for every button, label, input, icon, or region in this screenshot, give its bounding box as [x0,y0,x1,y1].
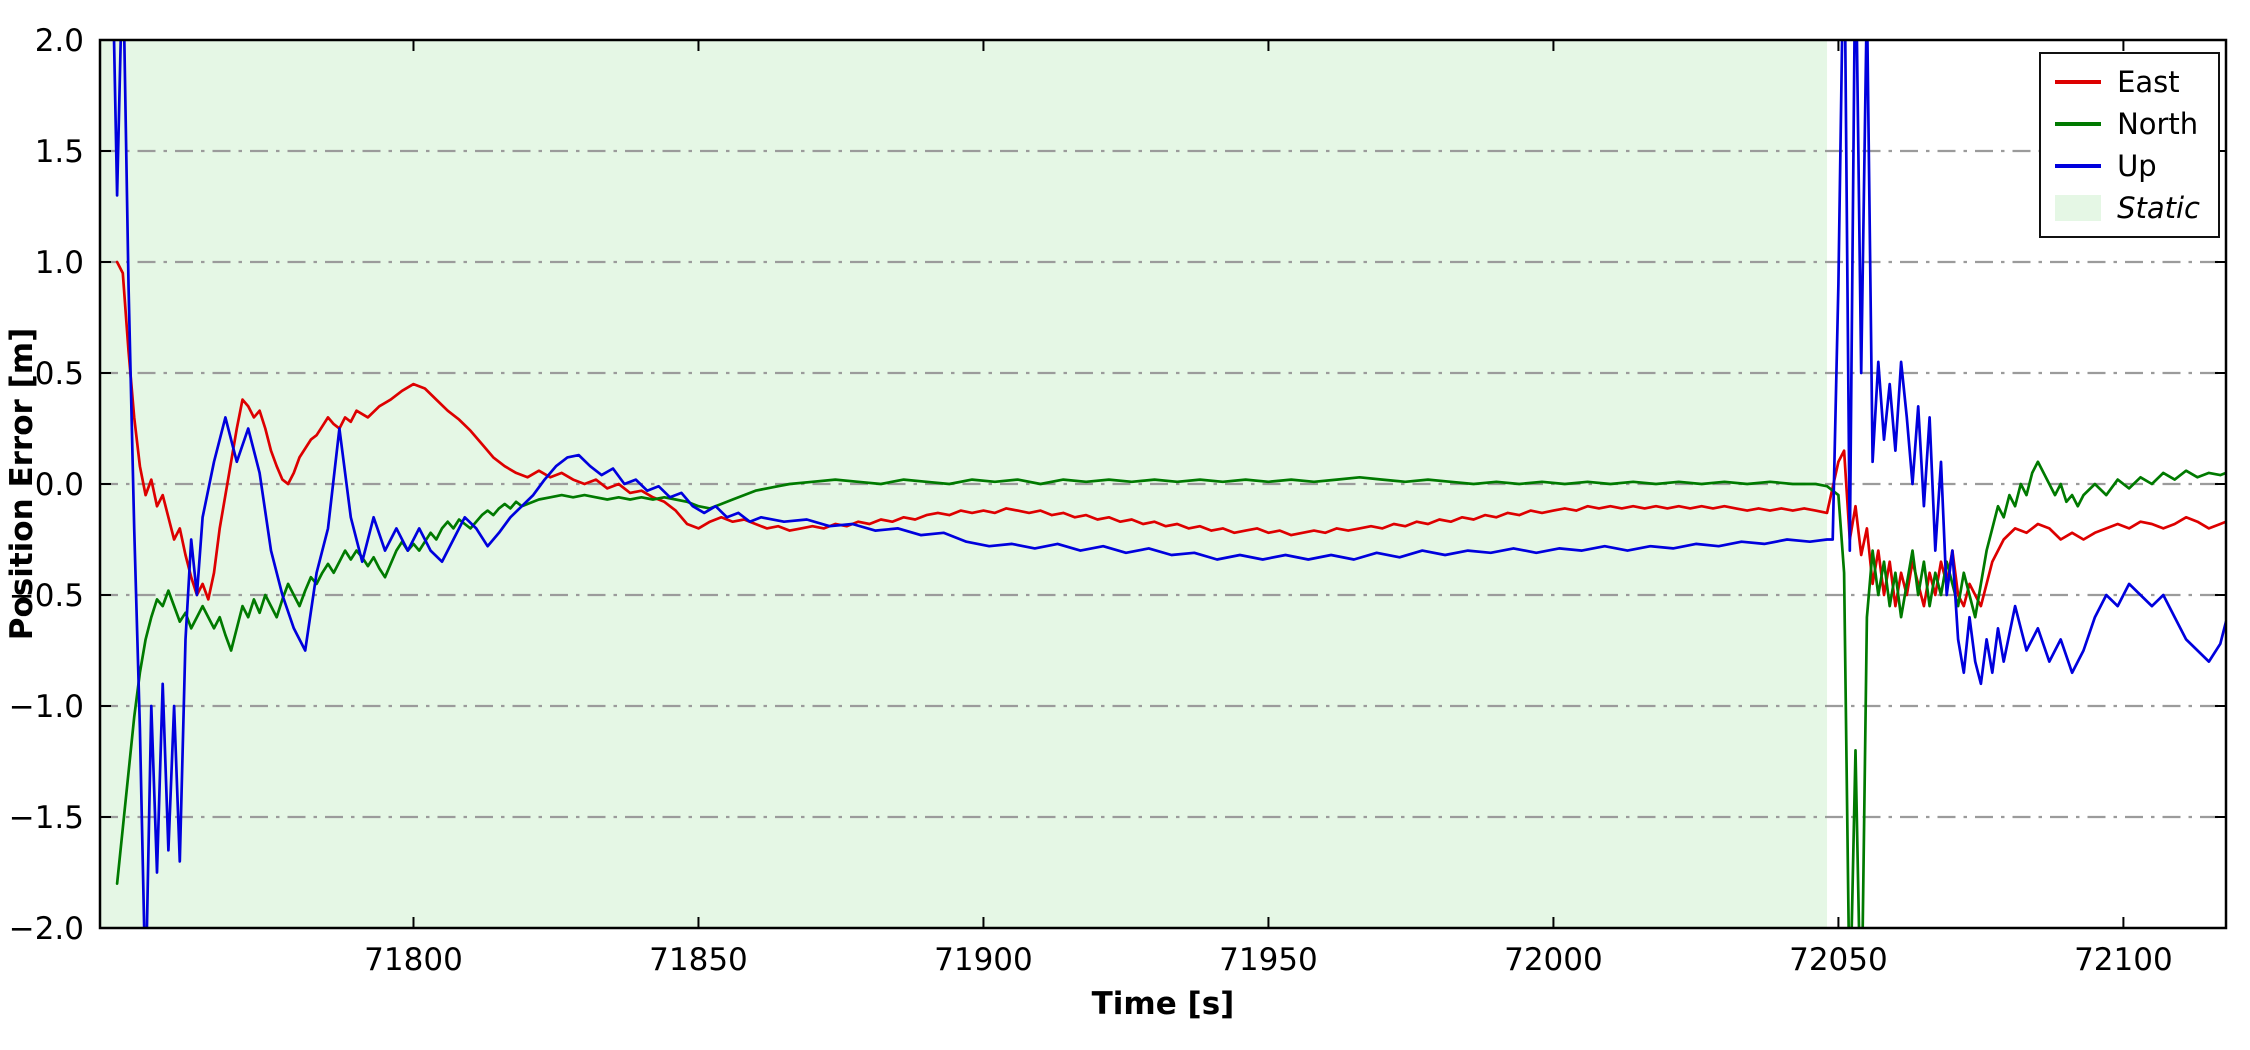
y-tick-label: −0.5 [9,578,84,614]
x-tick-label: 72000 [1504,942,1603,978]
x-tick-label: 72100 [2074,942,2173,978]
series-layer [112,40,2226,928]
up-line-swatch [2055,164,2102,168]
y-tick-label: 0.0 [35,467,84,503]
north-line-swatch [2055,122,2102,126]
series-up-line [112,40,2226,928]
y-tick-label: −2.0 [9,911,84,947]
legend: East North Up Static [2039,52,2220,238]
y-tick-label: −1.0 [9,689,84,725]
y-axis-label: Position Error [m] [4,328,40,640]
legend-entry-static: Static [2055,190,2200,226]
x-axis-label: Time [s] [1092,986,1235,1022]
x-tick-label: 71800 [364,942,463,978]
y-tick-label: 1.5 [35,134,84,170]
gridlines-layer [100,149,2226,819]
legend-entry-up: Up [2055,148,2200,184]
x-tick-label: 71950 [1219,942,1318,978]
east-line-swatch [2055,80,2102,84]
static-patch-swatch [2055,195,2102,221]
legend-entry-east: East [2055,64,2200,100]
axes-layer: 71800 71850 71900 71950 72000 72050 72100 −2.0 −… [9,23,2228,978]
legend-label-up: Up [2117,148,2157,183]
y-tick-label: −1.5 [9,800,84,836]
x-tick-label: 71850 [649,942,748,978]
y-tick-label: 0.5 [35,356,84,392]
legend-entry-north: North [2055,106,2200,142]
y-tick-label: 2.0 [35,23,84,59]
legend-label-static: Static [2117,190,2200,225]
y-tick-label: 1.0 [35,245,84,281]
series-east-line [115,260,2226,608]
x-tick-label: 71900 [934,942,1033,978]
series-north-line [115,460,2226,928]
legend-label-north: North [2117,106,2199,141]
x-tick-label: 72050 [1789,942,1888,978]
legend-label-east: East [2117,64,2180,99]
